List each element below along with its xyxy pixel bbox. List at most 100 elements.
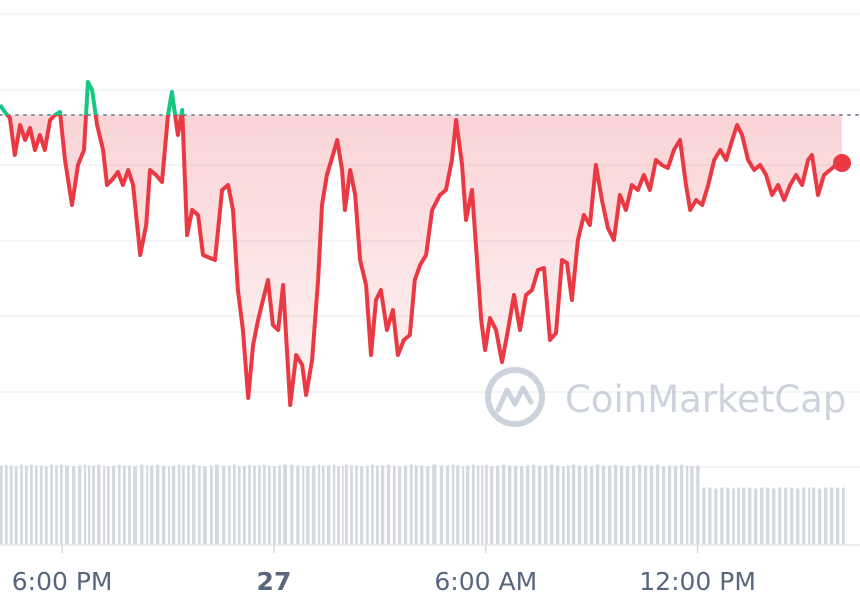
volume-bar [720,487,724,545]
volume-bar [344,464,348,545]
volume-bar [202,466,207,545]
volume-bar [532,464,536,545]
volume-bar [451,464,455,545]
volume-bar [386,464,391,545]
volume-bar [392,465,396,545]
volume-bar [312,465,316,545]
volume-bar [272,466,276,545]
volume-bar [306,466,310,545]
volume-bar [823,487,828,545]
volume-bar [253,465,256,545]
volume-bar [60,464,63,545]
volume-bar [625,466,630,545]
volume-bar [296,465,300,545]
volume-bar [321,465,325,545]
volume-bar [502,464,506,545]
volume-bar [702,487,706,545]
volume-bar [55,465,58,545]
volume-bar [44,466,48,545]
volume-bar [103,465,106,545]
volume-bar [39,465,43,545]
volume-bar [64,465,69,545]
volume-bars [0,464,845,545]
volume-bar [649,465,654,545]
x-tick-label: 6:00 AM [434,567,537,596]
volume-bar [619,465,624,545]
volume-bar [439,465,444,545]
x-tick-label: 27 [257,567,292,596]
volume-bar [326,465,331,545]
volume-bar [215,464,219,545]
volume-bar [117,464,121,545]
last-point [832,154,851,172]
volume-bar [595,464,600,545]
volume-bar [732,488,735,545]
volume-bar [714,488,718,545]
volume-bar [9,465,13,545]
volume-bar [577,465,582,545]
price-line [0,80,843,407]
volume-bar [198,465,201,545]
volume-bar [766,487,770,545]
volume-bar [350,465,353,545]
volume-bar [140,464,144,545]
x-ticks: 6:00 PM 27 6:00 AM 12:00 PM [12,545,756,596]
volume-bar [520,466,524,545]
volume-bar [589,466,594,545]
volume-bar [360,466,364,545]
volume-bar [607,465,612,545]
volume-bar [302,465,305,545]
volume-bar [601,465,606,545]
volume-bar [631,465,636,545]
volume-bar [228,465,231,545]
volume-bar [583,465,588,545]
volume-bar [566,465,570,545]
volume-bar [811,487,816,545]
volume-bar [514,465,518,545]
volume-bar [841,487,845,545]
volume-bar [177,464,181,545]
volume-bar [784,487,788,545]
volume-bar [263,464,266,545]
volume-bar [87,465,91,545]
x-tick-label: 6:00 PM [12,567,113,596]
volume-bar [550,464,554,545]
volume-bar [397,466,402,545]
volume-bar [481,465,484,545]
volume-bar [613,464,618,545]
volume-bar [562,466,565,545]
volume-bar [30,464,33,545]
volume-bar [168,466,171,545]
volume-bar [772,488,776,545]
volume-bar [742,487,746,545]
volume-bar [790,487,794,545]
volume-bar [556,465,560,545]
x-tick-label: 12:00 PM [639,567,756,596]
volume-bar [84,464,87,545]
volume-bar [403,465,408,545]
volume-bar [146,465,149,545]
volume-bar [20,464,23,545]
volume-bar [237,466,241,545]
volume-bar [462,466,465,545]
volume-bar [248,464,251,545]
volume-bar [318,464,321,545]
plot [0,80,860,407]
volume-bar [748,487,752,545]
volume-bar [25,465,28,545]
volume-bar [34,465,38,545]
watermark-logo-wave [495,385,534,413]
volume-bar [366,465,369,545]
volume-bar [829,487,834,545]
volume-bar [426,466,430,545]
volume-bar [690,466,694,545]
volume-bar [708,487,712,545]
volume-bar [496,465,500,545]
volume-bar [380,465,385,545]
volume-bar [242,465,246,545]
volume-bar [371,464,374,545]
watermark: CoinMarketCap [485,367,846,427]
volume-bar [375,465,379,545]
volume-bar [182,465,185,545]
